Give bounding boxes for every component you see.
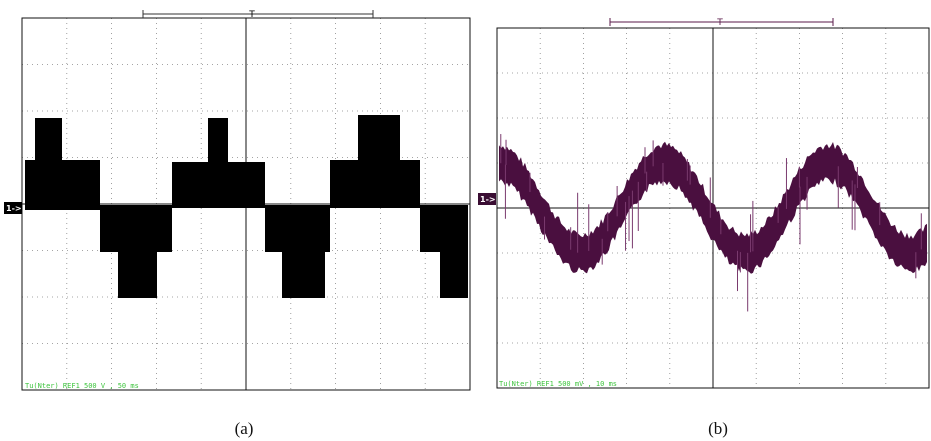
caption: (b) xyxy=(708,419,728,438)
status-text: Tu(Nter) REF1 500 V , 50 ms xyxy=(25,382,139,390)
status-text: Tu(Nter) REF1 500 mV , 10 ms xyxy=(499,380,617,388)
channel-label: 1-> xyxy=(6,204,22,213)
caption: (a) xyxy=(235,419,254,438)
scope-a: T 1-> Tu(Nter) REF1 500 V , 50 ms (a) xyxy=(4,10,470,438)
scope-b: T 1-> Tu(Nter) REF1 500 mV , 10 ms (b) xyxy=(478,18,929,438)
trigger-mark: T xyxy=(248,10,255,20)
trigger-mark: T xyxy=(716,18,723,28)
channel-label: 1-> xyxy=(480,195,496,204)
figure: T 1-> Tu(Nter) REF1 500 V , 50 ms (a) T … xyxy=(0,0,931,441)
